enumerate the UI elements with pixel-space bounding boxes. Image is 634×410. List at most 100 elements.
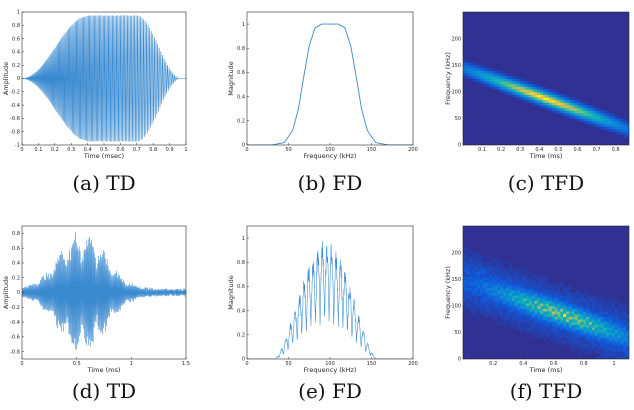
y-tick-label: -0.2 — [10, 305, 20, 311]
x-axis-label: Time (ms) — [529, 366, 563, 374]
y-axis-label: Magnitude — [227, 275, 235, 309]
x-tick-label: 1 — [130, 361, 133, 367]
axes-frame — [246, 11, 414, 146]
x-axis-label: Frequency (kHz) — [304, 152, 357, 160]
x-tick-label: 100 — [325, 361, 335, 367]
y-tick-label: 0.4 — [12, 50, 20, 56]
y-tick-label: 0.6 — [237, 284, 245, 290]
panel-caption: (f) TFD — [510, 379, 583, 403]
x-axis-label: Time (msec) — [83, 152, 124, 160]
y-tick-label: 0.6 — [237, 70, 245, 76]
heatmap-cells — [463, 247, 629, 359]
x-tick-label: 150 — [367, 361, 377, 367]
y-tick-label: 50 — [455, 330, 461, 336]
x-tick-label: 150 — [367, 147, 377, 153]
axes-frame — [462, 11, 630, 146]
y-tick-label: 0.8 — [12, 231, 20, 237]
x-tick-label: 0 — [245, 147, 248, 153]
x-tick-label: 0.4 — [519, 361, 527, 367]
y-tick-label: 0.8 — [237, 260, 245, 266]
x-tick-label: 0.1 — [34, 147, 42, 153]
x-axis-label: Time (ms) — [529, 152, 563, 160]
x-tick-label: 0.2 — [489, 361, 497, 367]
y-tick-label: 0 — [242, 143, 245, 149]
y-tick-label: 0 — [242, 357, 245, 363]
y-tick-label: 0 — [17, 76, 20, 82]
x-tick-label: 0 — [20, 147, 23, 153]
y-tick-label: 0.4 — [12, 261, 20, 267]
y-tick-label: 0.2 — [237, 333, 245, 339]
x-tick-label: 50 — [285, 361, 291, 367]
panel-caption: (c) TFD — [508, 171, 584, 195]
chart-panel-e: 0 50 100 150 200 0 0.2 0.4 0.6 0.8 1 Frequency (kHz… — [227, 225, 418, 403]
series-line-a — [22, 15, 186, 142]
x-tick-label: 1 — [612, 361, 615, 367]
y-tick-label: 200 — [451, 250, 461, 256]
x-tick-label: 0.4 — [84, 147, 92, 153]
y-tick-label: 0.2 — [12, 275, 20, 281]
x-tick-label: 0.5 — [554, 147, 562, 153]
x-tick-label: 0.8 — [149, 147, 157, 153]
x-tick-label: 100 — [325, 147, 335, 153]
x-tick-label: 0.6 — [116, 147, 124, 153]
series-line-b — [247, 23, 413, 145]
y-tick-label: -0.8 — [10, 129, 20, 135]
x-tick-label: 200 — [408, 147, 418, 153]
x-tick-label: 50 — [285, 147, 291, 153]
x-tick-label: 0.1 — [478, 147, 486, 153]
y-tick-label: 0 — [458, 143, 461, 149]
y-tick-label: 150 — [451, 63, 461, 69]
y-tick-label: 0.8 — [12, 23, 20, 29]
x-tick-label: 0.6 — [550, 361, 558, 367]
series-line-d — [22, 231, 186, 350]
y-tick-label: 150 — [451, 277, 461, 283]
x-tick-label: 1 — [184, 147, 187, 153]
chart-panel-a: 0 0.1 0.2 0.3 0.4 0.5 0.6 0.7 0.8 0.9 1 -1 -0.8 -0.6 -… — [2, 10, 188, 195]
x-tick-label: 0.3 — [516, 147, 524, 153]
x-tick-label: 0.2 — [51, 147, 59, 153]
chart-panel-c: 0.1 0.2 0.3 0.4 0.5 0.6 0.7 0.8 0 50 100 150 200 Time… — [444, 11, 630, 195]
y-tick-label: 200 — [451, 36, 461, 42]
y-axis-label: Amplitude — [2, 62, 10, 95]
y-tick-label: 1 — [242, 236, 245, 242]
y-axis-label: Frequency (kHz) — [444, 266, 452, 319]
x-tick-label: 0 — [245, 361, 248, 367]
y-tick-label: 0 — [17, 290, 20, 296]
chart-panel-b: 0 50 100 150 200 0 0.2 0.4 0.6 0.8 1 Frequency (kHz… — [227, 11, 418, 195]
y-tick-label: 100 — [451, 90, 461, 96]
x-tick-label: 0.5 — [73, 361, 81, 367]
y-tick-label: 0 — [458, 357, 461, 363]
x-tick-label: 0.2 — [497, 147, 505, 153]
y-tick-label: 0.4 — [237, 308, 245, 314]
panel-caption: (e) FD — [298, 379, 362, 403]
x-axis-label: Frequency (kHz) — [304, 366, 357, 374]
x-tick-label: 0 — [20, 361, 23, 367]
x-tick-label: 1.5 — [182, 361, 190, 367]
x-tick-label: 0.4 — [535, 147, 543, 153]
y-axis-label: Amplitude — [2, 276, 10, 309]
panel-caption: (a) TD — [72, 171, 135, 195]
y-tick-label: 1 — [17, 10, 20, 16]
y-tick-label: -0.6 — [10, 116, 20, 122]
x-tick-label: 0.3 — [67, 147, 75, 153]
y-tick-label: -0.8 — [10, 349, 20, 355]
x-tick-label: 0.8 — [612, 147, 620, 153]
y-tick-label: -0.6 — [10, 335, 20, 341]
x-tick-label: 0.9 — [166, 147, 174, 153]
x-tick-label: 0.6 — [574, 147, 582, 153]
series-line-e — [247, 240, 413, 359]
panel-caption: (d) TD — [72, 379, 136, 403]
x-tick-label: 200 — [408, 361, 418, 367]
y-tick-label: 0.8 — [237, 46, 245, 52]
x-tick-label: 0.7 — [593, 147, 601, 153]
y-tick-label: -0.4 — [10, 320, 20, 326]
axes-frame — [462, 225, 630, 360]
heatmap-cells — [463, 59, 629, 138]
y-tick-label: -1 — [15, 143, 20, 149]
y-tick-label: 100 — [451, 304, 461, 310]
panel-caption: (b) FD — [298, 171, 363, 195]
y-tick-label: 0.4 — [237, 94, 245, 100]
x-axis-label: Time (ms) — [87, 366, 121, 374]
chart-panel-d: 0 0.5 1 1.5 -0.8 -0.6 -0.4 -0.2 0 0.2 0.4 0.6 0.8 Tim… — [2, 225, 190, 403]
